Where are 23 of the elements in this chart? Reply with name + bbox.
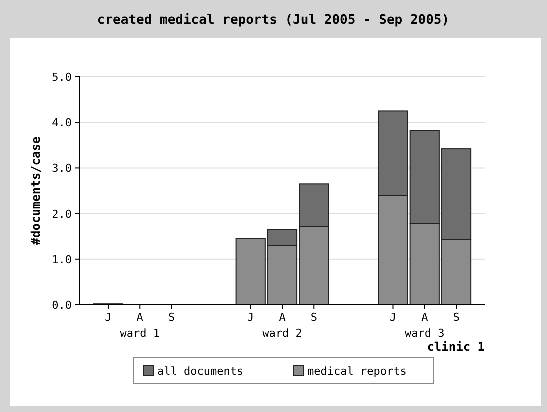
- x-tick-label: S: [310, 311, 318, 324]
- text: clinic 1: [427, 340, 485, 354]
- x-tick-label: J: [248, 311, 254, 324]
- x-tick-label: J: [105, 311, 112, 324]
- chart-title: created medical reports (Jul 2005 - Sep 2005): [97, 13, 450, 28]
- y-tick-label: 2.0: [52, 208, 72, 221]
- y-tick-label: 0.0: [52, 299, 72, 312]
- text: ward 3: [405, 327, 445, 340]
- y-axis-title: #documents/case: [29, 136, 43, 246]
- x-tick-label: S: [453, 311, 460, 324]
- x-tick-label: A: [422, 311, 429, 324]
- x-tick-label: A: [136, 311, 144, 324]
- legend-label: all documents: [158, 365, 244, 378]
- x-tick-label: J: [390, 311, 397, 324]
- y-tick-label: 5.0: [52, 71, 72, 84]
- text: ward 2: [262, 327, 302, 340]
- y-tick-label: 1.0: [52, 253, 72, 266]
- x-tick-label: S: [168, 311, 176, 324]
- text: ward 1: [120, 327, 160, 340]
- y-tick-label: 4.0: [52, 116, 72, 130]
- y-tick-label: 3.0: [52, 162, 72, 176]
- legend-label: medical reports: [308, 365, 407, 378]
- x-tick-label: A: [279, 311, 286, 324]
